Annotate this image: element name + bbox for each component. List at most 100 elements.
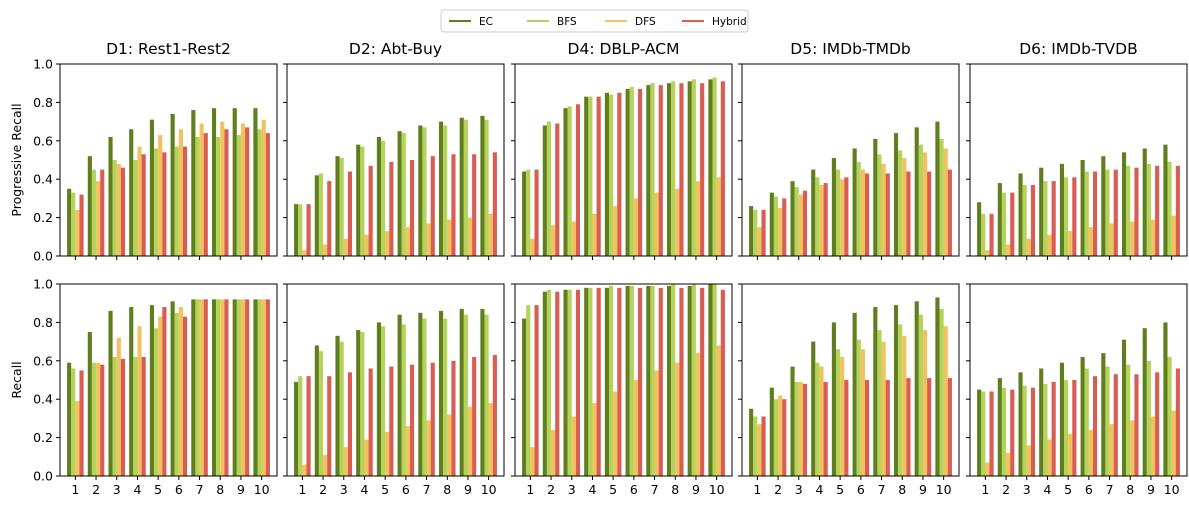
x-tick-label: 6 [1085, 482, 1093, 497]
bar-ec-3 [335, 335, 340, 476]
bar-ec-4 [584, 96, 589, 256]
bar-ec-9 [1142, 328, 1147, 476]
panel-recall-1: 0.0 0.2 0.4 0.6 0.8 1.0 1 2 3 4 5 6 7 8 9 10 [33, 277, 278, 497]
bar-ec-2 [542, 125, 547, 256]
bar-dfs-4 [592, 213, 597, 256]
bar-ec-3 [335, 156, 340, 256]
bar-bfs-8 [216, 136, 221, 256]
bar-dfs-1 [985, 462, 990, 476]
bar-ec-2 [87, 156, 92, 256]
bar-ec-7 [1101, 156, 1106, 256]
bar-ec-6 [397, 314, 402, 476]
bar-hybrid-3 [347, 171, 353, 256]
bar-bfs-3 [339, 158, 344, 256]
bar-dfs-10 [488, 403, 493, 476]
bar-ec-3 [563, 289, 568, 476]
bar-ec-5 [1059, 163, 1065, 256]
bar-dfs-1 [757, 227, 762, 256]
bar-bfs-10 [257, 299, 262, 476]
bar-ec-8 [1121, 339, 1127, 476]
panel-progressive-recall-4: D5: IMDb-TMDb [738, 40, 960, 260]
bar-dfs-6 [633, 380, 638, 476]
bar-hybrid-9 [927, 378, 932, 476]
bar-dfs-6 [860, 349, 865, 476]
x-tick-label: 2 [1002, 482, 1010, 497]
bar-bfs-1 [526, 305, 531, 476]
bar-dfs-8 [902, 335, 907, 476]
x-tick-label: 9 [237, 482, 245, 497]
bar-bfs-10 [484, 314, 489, 476]
bar-dfs-9 [467, 406, 473, 476]
bar-hybrid-5 [389, 366, 394, 476]
x-tick-label: 5 [154, 482, 162, 497]
bar-hybrid-2 [100, 169, 105, 256]
bar-dfs-1 [530, 238, 535, 256]
bar-hybrid-1 [534, 305, 539, 476]
bar-hybrid-8 [679, 287, 684, 476]
bar-bfs-4 [588, 287, 593, 476]
panel-progressive-recall-3: D4: DBLP-ACM [511, 40, 733, 260]
y-tick-label: 0.6 [33, 353, 53, 368]
bar-ec-10 [480, 115, 485, 256]
y-tick-label: 0.0 [33, 469, 53, 484]
bar-ec-1 [977, 202, 982, 256]
x-tick-label: 4 [360, 482, 368, 497]
bar-dfs-9 [695, 181, 701, 256]
bar-hybrid-9 [472, 356, 477, 476]
legend-label-dfs: DFS [635, 16, 656, 28]
bar-bfs-6 [856, 161, 861, 256]
bar-bfs-5 [381, 140, 386, 256]
bar-hybrid-8 [1134, 167, 1139, 256]
bar-ec-8 [893, 133, 899, 256]
bar-bfs-4 [1043, 181, 1048, 256]
x-tick-label: 2 [547, 482, 555, 497]
bar-bfs-10 [257, 129, 262, 256]
bar-ec-2 [997, 378, 1002, 476]
x-tick-label: 6 [857, 482, 865, 497]
bar-bfs-8 [898, 150, 903, 256]
bar-bfs-10 [712, 284, 717, 476]
bar-dfs-6 [633, 198, 638, 256]
bar-hybrid-10 [265, 299, 270, 476]
bar-hybrid-10 [720, 289, 725, 476]
bar-hybrid-8 [906, 171, 911, 256]
bar-ec-8 [211, 299, 217, 476]
bar-hybrid-1 [79, 194, 84, 256]
bar-ec-5 [604, 92, 610, 256]
x-tick-label: 5 [381, 482, 389, 497]
bar-hybrid-9 [700, 83, 705, 256]
bar-ec-5 [831, 322, 837, 476]
bar-dfs-9 [922, 152, 928, 256]
bar-hybrid-2 [100, 364, 105, 476]
x-tick-label: 6 [175, 482, 183, 497]
bar-hybrid-5 [162, 307, 167, 476]
bar-ec-1 [294, 381, 299, 476]
bar-dfs-3 [1026, 445, 1031, 476]
bar-hybrid-3 [120, 358, 126, 476]
bar-hybrid-7 [658, 287, 663, 476]
bar-ec-9 [687, 285, 692, 476]
bar-ec-9 [914, 127, 919, 256]
bar-ec-1 [67, 188, 72, 256]
x-tick-label: 7 [423, 482, 431, 497]
bar-bfs-1 [71, 368, 76, 476]
panel-title: D1: Rest1-Rest2 [106, 40, 231, 58]
bar-hybrid-10 [265, 133, 270, 256]
bar-bfs-2 [1001, 387, 1007, 476]
bar-ec-1 [294, 204, 299, 256]
bar-bfs-3 [567, 289, 572, 476]
x-tick-label: 4 [815, 482, 823, 497]
bar-ec-4 [129, 129, 134, 256]
bar-hybrid-3 [1030, 184, 1036, 256]
x-tick-label: 5 [836, 482, 844, 497]
bar-dfs-2 [778, 208, 783, 256]
x-tick-label: 3 [113, 482, 121, 497]
bar-dfs-3 [116, 163, 121, 256]
x-tick-label: 1 [71, 482, 79, 497]
bar-dfs-8 [675, 362, 680, 476]
bar-dfs-10 [716, 177, 721, 256]
bar-dfs-5 [840, 356, 845, 476]
bar-hybrid-2 [1010, 192, 1015, 256]
bar-dfs-2 [323, 454, 328, 476]
